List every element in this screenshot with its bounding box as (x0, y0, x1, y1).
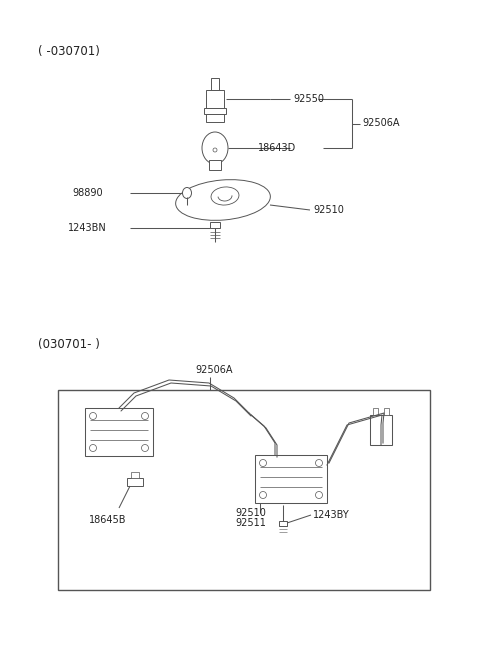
Bar (255, 455, 327, 503)
Bar (206, 114, 224, 122)
Bar (204, 108, 226, 114)
Bar (370, 415, 392, 445)
Ellipse shape (182, 187, 192, 198)
Text: 92550: 92550 (293, 94, 324, 104)
Text: 92510: 92510 (235, 508, 266, 518)
Text: 98890: 98890 (72, 188, 103, 198)
Text: 18645B: 18645B (89, 515, 127, 525)
Text: 1243BN: 1243BN (68, 223, 107, 233)
Bar (209, 160, 221, 170)
Bar (210, 222, 220, 228)
Bar (373, 408, 378, 415)
Ellipse shape (89, 445, 96, 451)
Text: (030701- ): (030701- ) (38, 338, 100, 351)
Bar (211, 78, 219, 90)
Ellipse shape (142, 413, 148, 419)
Ellipse shape (89, 413, 96, 419)
Ellipse shape (213, 148, 217, 152)
Text: 92506A: 92506A (362, 119, 399, 128)
Bar (127, 478, 143, 486)
Ellipse shape (315, 491, 323, 498)
Ellipse shape (142, 445, 148, 451)
Text: 92506A: 92506A (195, 365, 232, 375)
Text: 92511: 92511 (235, 518, 266, 528)
Bar (58, 390, 430, 590)
Bar (131, 472, 139, 478)
Ellipse shape (260, 491, 266, 498)
Bar (384, 408, 389, 415)
Text: 1243BY: 1243BY (313, 510, 350, 520)
Ellipse shape (211, 187, 239, 205)
Ellipse shape (202, 132, 228, 164)
Text: 92510: 92510 (313, 205, 344, 215)
Ellipse shape (260, 460, 266, 466)
Text: 18643D: 18643D (258, 143, 296, 153)
Bar (206, 90, 224, 108)
Bar (85, 408, 153, 456)
Ellipse shape (176, 179, 270, 220)
Text: ( -030701): ( -030701) (38, 45, 100, 58)
Bar (279, 521, 287, 526)
Ellipse shape (315, 460, 323, 466)
